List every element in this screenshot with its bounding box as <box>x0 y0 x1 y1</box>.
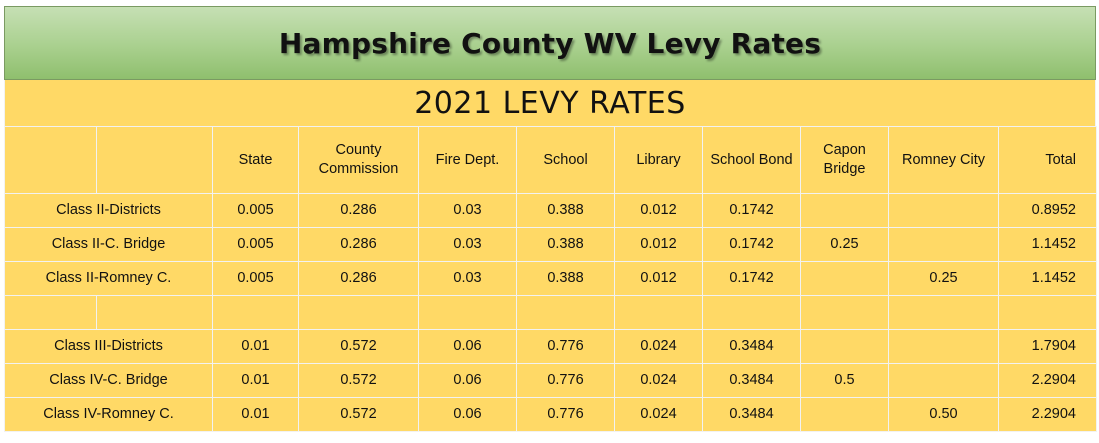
empty-cell[interactable] <box>96 295 213 330</box>
capon-bridge-cell[interactable] <box>800 329 889 364</box>
table-row: Class IV-Romney C. 0.01 0.572 0.06 0.776… <box>4 397 1097 432</box>
county-commission-cell[interactable]: 0.286 <box>298 261 419 296</box>
column-header-fire-dept[interactable]: Fire Dept. <box>418 126 517 194</box>
page-title: Hampshire County WV Levy Rates <box>278 26 822 60</box>
state-cell[interactable]: 0.005 <box>212 193 299 228</box>
fire-dept-cell[interactable]: 0.03 <box>418 193 517 228</box>
romney-city-cell[interactable] <box>888 193 999 228</box>
levy-sheet: Hampshire County WV Levy Rates 2021 LEVY… <box>4 6 1097 438</box>
row-label[interactable]: Class II-Districts <box>4 193 213 228</box>
library-cell[interactable]: 0.012 <box>614 227 703 262</box>
empty-cell[interactable] <box>888 295 999 330</box>
library-cell[interactable]: 0.024 <box>614 329 703 364</box>
fire-dept-cell[interactable]: 0.03 <box>418 227 517 262</box>
fire-dept-cell[interactable]: 0.06 <box>418 397 517 432</box>
column-header-total[interactable]: Total <box>998 126 1097 194</box>
state-cell[interactable]: 0.01 <box>212 397 299 432</box>
year-title: 2021 LEVY RATES <box>414 85 686 121</box>
capon-bridge-cell[interactable] <box>800 193 889 228</box>
county-commission-cell[interactable]: 0.286 <box>298 193 419 228</box>
state-cell[interactable]: 0.005 <box>212 261 299 296</box>
school-bond-cell[interactable]: 0.1742 <box>702 227 801 262</box>
library-cell[interactable]: 0.012 <box>614 193 703 228</box>
romney-city-cell[interactable]: 0.25 <box>888 261 999 296</box>
school-bond-cell[interactable]: 0.3484 <box>702 329 801 364</box>
romney-city-cell[interactable]: 0.50 <box>888 397 999 432</box>
year-header: 2021 LEVY RATES <box>4 80 1096 126</box>
school-cell[interactable]: 0.776 <box>516 329 615 364</box>
school-cell[interactable]: 0.388 <box>516 193 615 228</box>
library-cell[interactable]: 0.024 <box>614 363 703 398</box>
library-cell[interactable]: 0.012 <box>614 261 703 296</box>
empty-cell[interactable] <box>702 295 801 330</box>
fire-dept-cell[interactable]: 0.06 <box>418 363 517 398</box>
county-commission-cell[interactable]: 0.572 <box>298 329 419 364</box>
row-label[interactable]: Class II-C. Bridge <box>4 227 213 262</box>
total-cell[interactable]: 0.8952 <box>998 193 1097 228</box>
school-bond-cell[interactable]: 0.1742 <box>702 193 801 228</box>
empty-cell[interactable] <box>4 295 97 330</box>
total-cell[interactable]: 2.2904 <box>998 363 1097 398</box>
total-cell[interactable]: 1.7904 <box>998 329 1097 364</box>
empty-cell[interactable] <box>614 295 703 330</box>
school-cell[interactable]: 0.388 <box>516 227 615 262</box>
school-bond-cell[interactable]: 0.1742 <box>702 261 801 296</box>
row-label[interactable]: Class IV-Romney C. <box>4 397 213 432</box>
row-label[interactable]: Class III-Districts <box>4 329 213 364</box>
empty-cell[interactable] <box>800 295 889 330</box>
column-header-capon-bridge[interactable]: Capon Bridge <box>800 126 889 194</box>
row-label[interactable]: Class II-Romney C. <box>4 261 213 296</box>
library-cell[interactable]: 0.024 <box>614 397 703 432</box>
school-cell[interactable]: 0.776 <box>516 363 615 398</box>
header-row: State County Commission Fire Dept. Schoo… <box>4 126 1097 194</box>
county-commission-cell[interactable]: 0.286 <box>298 227 419 262</box>
romney-city-cell[interactable] <box>888 227 999 262</box>
fire-dept-cell[interactable]: 0.03 <box>418 261 517 296</box>
state-cell[interactable]: 0.01 <box>212 363 299 398</box>
levy-table: State County Commission Fire Dept. Schoo… <box>4 126 1097 432</box>
table-row: Class II-Districts 0.005 0.286 0.03 0.38… <box>4 193 1097 228</box>
column-header-state[interactable]: State <box>212 126 299 194</box>
table-row: Class II-Romney C. 0.005 0.286 0.03 0.38… <box>4 261 1097 296</box>
column-header-school[interactable]: School <box>516 126 615 194</box>
header-blank-cell[interactable] <box>96 126 213 194</box>
state-cell[interactable]: 0.005 <box>212 227 299 262</box>
school-bond-cell[interactable]: 0.3484 <box>702 363 801 398</box>
total-cell[interactable]: 1.1452 <box>998 227 1097 262</box>
state-cell[interactable]: 0.01 <box>212 329 299 364</box>
school-cell[interactable]: 0.388 <box>516 261 615 296</box>
table-row: Class IV-C. Bridge 0.01 0.572 0.06 0.776… <box>4 363 1097 398</box>
spacer-row <box>4 295 1097 330</box>
table-row: Class III-Districts 0.01 0.572 0.06 0.77… <box>4 329 1097 364</box>
school-bond-cell[interactable]: 0.3484 <box>702 397 801 432</box>
capon-bridge-cell[interactable]: 0.5 <box>800 363 889 398</box>
capon-bridge-cell[interactable] <box>800 261 889 296</box>
capon-bridge-cell[interactable] <box>800 397 889 432</box>
fire-dept-cell[interactable]: 0.06 <box>418 329 517 364</box>
capon-bridge-cell[interactable]: 0.25 <box>800 227 889 262</box>
empty-cell[interactable] <box>998 295 1097 330</box>
empty-cell[interactable] <box>298 295 419 330</box>
total-cell[interactable]: 2.2904 <box>998 397 1097 432</box>
total-cell[interactable]: 1.1452 <box>998 261 1097 296</box>
school-cell[interactable]: 0.776 <box>516 397 615 432</box>
empty-cell[interactable] <box>418 295 517 330</box>
county-commission-cell[interactable]: 0.572 <box>298 397 419 432</box>
title-banner: Hampshire County WV Levy Rates <box>4 6 1096 80</box>
empty-cell[interactable] <box>212 295 299 330</box>
table-row: Class II-C. Bridge 0.005 0.286 0.03 0.38… <box>4 227 1097 262</box>
romney-city-cell[interactable] <box>888 363 999 398</box>
column-header-school-bond[interactable]: School Bond <box>702 126 801 194</box>
county-commission-cell[interactable]: 0.572 <box>298 363 419 398</box>
empty-cell[interactable] <box>516 295 615 330</box>
column-header-romney-city[interactable]: Romney City <box>888 126 999 194</box>
row-label[interactable]: Class IV-C. Bridge <box>4 363 213 398</box>
header-blank-cell[interactable] <box>4 126 97 194</box>
romney-city-cell[interactable] <box>888 329 999 364</box>
column-header-library[interactable]: Library <box>614 126 703 194</box>
column-header-county-commission[interactable]: County Commission <box>298 126 419 194</box>
